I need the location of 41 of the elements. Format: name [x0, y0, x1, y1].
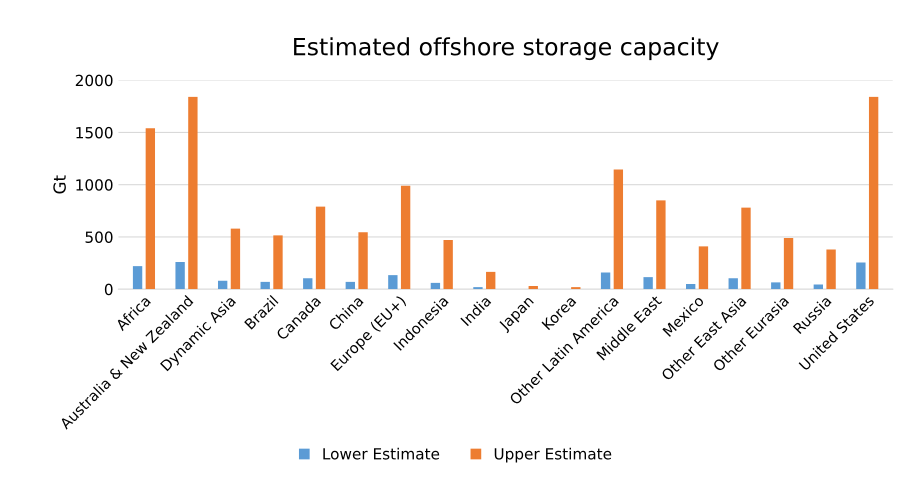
bar: [146, 128, 156, 290]
bar: [784, 238, 794, 290]
y-tick-label: 1000: [76, 179, 113, 191]
bar: [316, 206, 326, 290]
bar: [346, 282, 355, 290]
bar: [728, 278, 738, 290]
y-tick-label: 2000: [76, 74, 113, 86]
y-tick-label: 0: [104, 284, 113, 296]
bar: [430, 282, 440, 290]
bar: [814, 284, 824, 290]
bar: [771, 282, 780, 290]
bar: [741, 208, 751, 290]
bar: [175, 262, 185, 290]
bar: [698, 246, 708, 290]
legend-label: Upper Estimate: [494, 448, 612, 463]
bar: [132, 266, 142, 290]
y-axis-title: Gt: [53, 175, 66, 194]
bar: [856, 262, 866, 290]
bar: [273, 235, 283, 290]
bar: [303, 278, 312, 290]
y-tick-label: 1500: [76, 126, 113, 138]
bar: [260, 282, 270, 290]
legend-label: Lower Estimate: [323, 448, 440, 460]
bar: [868, 96, 878, 290]
bar: [643, 277, 653, 290]
bar: [528, 286, 538, 290]
bar: [358, 232, 368, 290]
bar: [188, 96, 198, 290]
bar: [230, 228, 240, 290]
bar: [686, 284, 696, 290]
bar: [600, 272, 610, 290]
bar: [486, 272, 496, 290]
bar: [388, 275, 398, 290]
chart-title: Estimated offshore storage capacity: [294, 37, 719, 60]
bar: [656, 200, 666, 290]
bar: [218, 280, 228, 290]
bar: [614, 170, 624, 290]
y-tick-label: 500: [86, 231, 113, 243]
bar: [400, 186, 410, 290]
bar: [826, 249, 836, 290]
bar: [443, 240, 453, 290]
